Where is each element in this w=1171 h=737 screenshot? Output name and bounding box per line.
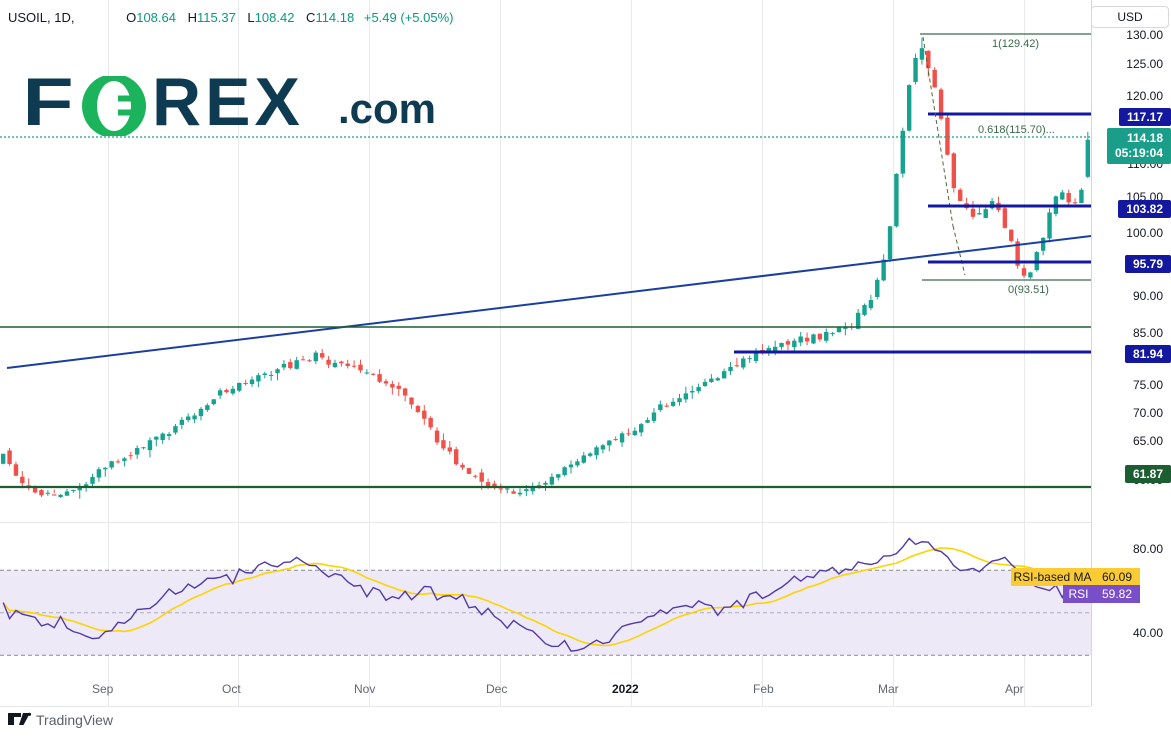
svg-text:REX: REX: [152, 76, 304, 136]
svg-text:.com: .com: [338, 85, 436, 132]
svg-text:F: F: [28, 76, 74, 136]
